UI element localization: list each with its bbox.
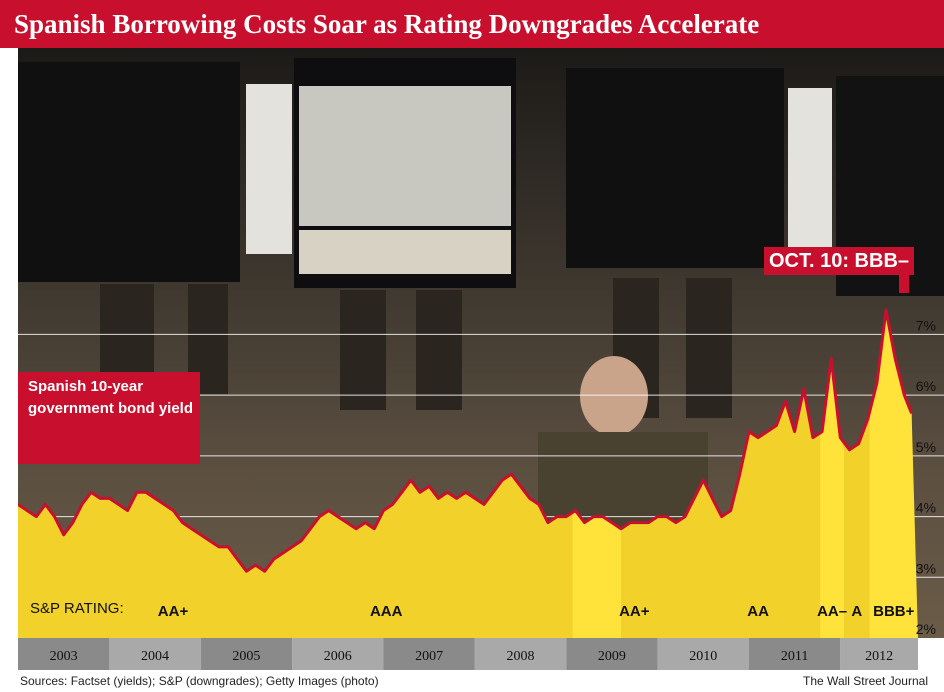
x-axis-band — [748, 638, 841, 670]
y-tick-label: 7% — [916, 317, 936, 333]
y-tick-labels: 2% 3% 4% 5% 6% 7% — [916, 317, 936, 637]
highlight-fill — [869, 310, 918, 638]
yield-fill — [18, 310, 912, 638]
x-axis-band — [18, 638, 110, 670]
chart-area: 2% 3% 4% 5% 6% 7% 2003 2004 2005 2006 2007 2008 200… — [18, 48, 944, 670]
y-tick-label: 4% — [916, 500, 936, 516]
x-tick-label: 2009 — [598, 649, 626, 664]
highlight-fill — [572, 510, 621, 638]
x-tick-label: 2005 — [232, 649, 260, 664]
x-axis-band — [200, 638, 293, 670]
y-tick-label: 5% — [916, 439, 936, 455]
x-tick-label: 2011 — [781, 649, 808, 664]
x-axis-band — [383, 638, 475, 670]
rating-label: AA– — [817, 603, 847, 620]
y-tick-label: 6% — [916, 378, 936, 394]
headline: Spanish Borrowing Costs Soar as Rating D… — [0, 0, 944, 48]
footer-credit: The Wall Street Journal — [803, 674, 928, 688]
x-axis-band — [840, 638, 918, 670]
rating-label: AA+ — [619, 603, 650, 620]
rating-label: AA+ — [158, 603, 189, 620]
x-axis-band — [474, 638, 567, 670]
x-tick-label: 2007 — [415, 649, 443, 664]
y-tick-label: 2% — [916, 621, 936, 637]
rating-labels: AA+ AAA AA+ AA AA– A BBB+ — [158, 603, 915, 620]
x-axis-band — [292, 638, 384, 670]
series-label: Spanish 10-year government bond yield — [18, 372, 200, 464]
x-axis-band — [566, 638, 658, 670]
yield-line — [18, 308, 913, 573]
yield-chart: 2%3%4%5%6%7% 2003 2004 2005 2006 2007 2008 200… — [18, 48, 944, 670]
rating-label: A — [851, 603, 862, 620]
rating-prefix: S&P RATING: — [30, 600, 124, 617]
y-tick-label: 3% — [916, 560, 936, 576]
x-tick-label: 2003 — [50, 649, 78, 664]
rating-label: AAA — [370, 603, 403, 620]
callout-label: OCT. 10: BBB– — [764, 247, 914, 275]
rating-label: BBB+ — [873, 603, 914, 620]
x-tick-label: 2006 — [324, 649, 352, 664]
x-tick-label: 2010 — [689, 649, 717, 664]
yield-area — [18, 308, 918, 638]
x-axis-band — [109, 638, 201, 670]
photo-boards — [18, 58, 944, 572]
x-tick-label: 2004 — [141, 649, 169, 664]
rating-label: AA — [747, 603, 769, 620]
footer: Sources: Factset (yields); S&P (downgrad… — [0, 670, 944, 692]
x-axis-band — [657, 638, 749, 670]
callout-pointer — [899, 275, 909, 293]
x-axis: 2003 2004 2005 2006 2007 2008 2009 2010 2011 2012 — [18, 638, 918, 670]
footer-sources: Sources: Factset (yields); S&P (downgrad… — [20, 674, 379, 688]
x-tick-label: 2012 — [865, 649, 893, 664]
x-tick-label: 2008 — [507, 649, 535, 664]
